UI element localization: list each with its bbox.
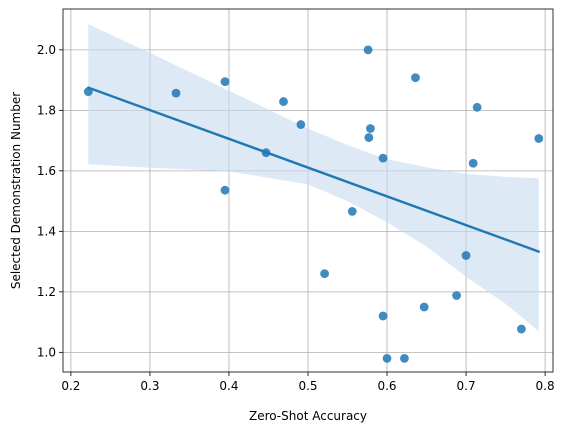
data-point — [363, 45, 373, 55]
regression-line — [87, 86, 540, 253]
data-point — [378, 153, 388, 163]
data-point — [220, 77, 230, 86]
data-point — [400, 353, 409, 363]
data-point — [452, 291, 461, 300]
data-point — [378, 311, 388, 321]
data-point — [419, 302, 429, 312]
data-point — [296, 120, 306, 129]
data-point — [382, 353, 392, 363]
data-point — [279, 97, 288, 106]
data-point — [366, 124, 375, 133]
y-tick-label: 1.6 — [37, 164, 56, 178]
x-tick-label: 0.3 — [140, 379, 159, 393]
data-point — [534, 134, 544, 143]
data-point — [220, 185, 230, 195]
x-axis-label: Zero-Shot Accuracy — [249, 409, 367, 423]
confidence-band — [88, 24, 539, 332]
y-tick-label: 2.0 — [37, 43, 56, 57]
axis-ticks: 0.2 0.3 0.4 0.5 0.6 0.7 0.8 1.0 1.2 1.4 1.6 1.8 2.0 — [37, 43, 555, 393]
data-point — [516, 324, 526, 334]
data-point — [472, 102, 482, 112]
x-tick-label: 0.7 — [457, 379, 476, 393]
data-point — [364, 133, 374, 142]
y-tick-label: 1.2 — [37, 285, 56, 299]
confidence-band-layer — [88, 24, 539, 332]
x-tick-label: 0.4 — [219, 379, 238, 393]
x-tick-label: 0.2 — [61, 379, 80, 393]
x-tick-label: 0.8 — [536, 379, 555, 393]
data-point — [411, 73, 420, 83]
x-tick-label: 0.5 — [298, 379, 317, 393]
y-tick-label: 1.0 — [37, 345, 56, 359]
y-axis-label: Selected Demonstration Number — [9, 92, 23, 289]
x-tick-label: 0.6 — [377, 379, 396, 393]
y-tick-label: 1.4 — [37, 224, 56, 238]
data-point — [320, 269, 329, 279]
data-point — [461, 251, 471, 260]
regression-line-layer — [87, 86, 540, 253]
data-point — [468, 158, 478, 168]
data-point — [171, 88, 181, 98]
y-tick-label: 1.8 — [37, 103, 56, 117]
data-point — [347, 206, 357, 216]
